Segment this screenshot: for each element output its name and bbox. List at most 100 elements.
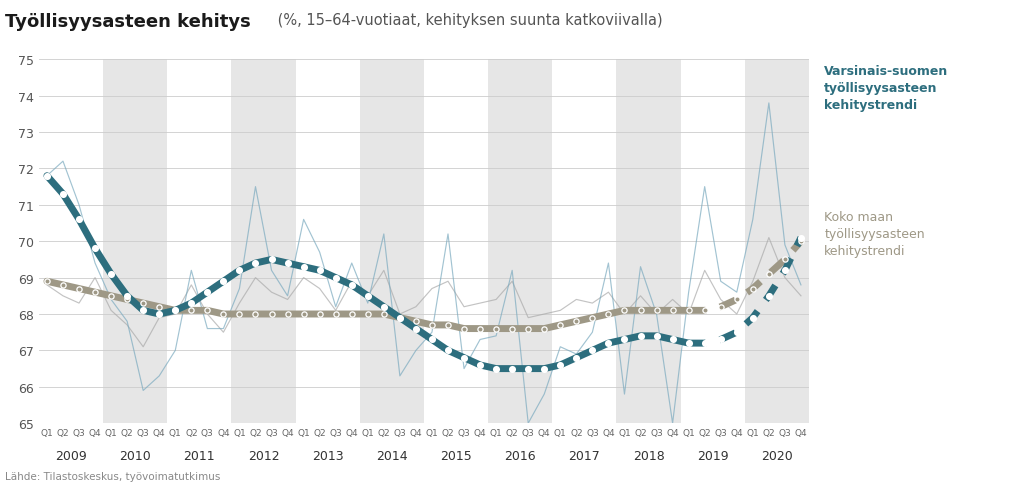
Point: [584, 347, 600, 355]
Text: 2018: 2018: [633, 449, 665, 462]
Point: [231, 267, 248, 275]
Point: [55, 282, 72, 290]
Point: [456, 354, 472, 362]
Point: [728, 296, 744, 304]
Point: [440, 321, 457, 329]
Point: [183, 307, 200, 315]
Point: [343, 311, 360, 319]
Point: [713, 303, 729, 311]
Point: [248, 311, 264, 319]
Point: [199, 289, 215, 297]
Point: [295, 311, 311, 319]
Point: [728, 296, 744, 304]
Point: [328, 311, 344, 319]
Point: [87, 289, 103, 297]
Point: [343, 282, 360, 290]
Point: [183, 307, 200, 315]
Point: [231, 311, 248, 319]
Point: [199, 307, 215, 315]
Point: [776, 267, 793, 275]
Point: [440, 321, 457, 329]
Point: [665, 336, 681, 344]
Point: [152, 311, 168, 319]
Point: [680, 340, 696, 348]
Point: [424, 336, 440, 344]
Point: [504, 325, 520, 333]
Point: [311, 311, 328, 319]
Point: [632, 307, 649, 315]
Point: [183, 300, 200, 308]
Point: [102, 292, 119, 300]
Point: [487, 325, 504, 333]
Point: [215, 311, 231, 319]
Point: [632, 307, 649, 315]
Point: [391, 314, 408, 322]
Point: [728, 329, 744, 337]
Point: [71, 285, 87, 293]
Point: [744, 285, 761, 293]
Bar: [488, 60, 552, 423]
Point: [102, 292, 119, 300]
Point: [456, 325, 472, 333]
Point: [215, 311, 231, 319]
Point: [248, 260, 264, 268]
Point: [648, 307, 665, 315]
Point: [616, 307, 633, 315]
Point: [696, 307, 713, 315]
Point: [552, 321, 568, 329]
Point: [713, 303, 729, 311]
Point: [408, 318, 424, 326]
Point: [665, 307, 681, 315]
Point: [744, 314, 761, 322]
Point: [793, 238, 809, 246]
Point: [167, 307, 183, 315]
Point: [456, 325, 472, 333]
Point: [665, 307, 681, 315]
Point: [648, 307, 665, 315]
Point: [167, 307, 183, 315]
Point: [280, 260, 296, 268]
Point: [263, 311, 280, 319]
Point: [408, 325, 424, 333]
Text: 2013: 2013: [312, 449, 343, 462]
Point: [215, 278, 231, 286]
Point: [359, 311, 376, 319]
Point: [311, 267, 328, 275]
Point: [295, 311, 311, 319]
Point: [199, 307, 215, 315]
Text: 2015: 2015: [440, 449, 472, 462]
Text: Varsinais-suomen
työllisyysasteen
kehitystrendi: Varsinais-suomen työllisyysasteen kehity…: [824, 65, 948, 112]
Point: [584, 314, 600, 322]
Point: [568, 318, 585, 326]
Text: Koko maan
työllisyysasteen
kehitystrendi: Koko maan työllisyysasteen kehitystrendi: [824, 210, 925, 258]
Point: [761, 271, 777, 279]
Point: [680, 307, 696, 315]
Point: [263, 256, 280, 264]
Point: [135, 300, 152, 308]
Point: [600, 311, 616, 319]
Point: [135, 307, 152, 315]
Point: [152, 303, 168, 311]
Text: 2009: 2009: [55, 449, 87, 462]
Point: [39, 278, 55, 286]
Point: [39, 172, 55, 180]
Point: [537, 325, 553, 333]
Point: [263, 311, 280, 319]
Point: [71, 285, 87, 293]
Point: [552, 361, 568, 369]
Bar: [744, 60, 809, 423]
Text: 2014: 2014: [376, 449, 408, 462]
Point: [472, 325, 488, 333]
Point: [328, 311, 344, 319]
Bar: [359, 60, 424, 423]
Point: [520, 365, 537, 373]
Point: [152, 303, 168, 311]
Point: [776, 256, 793, 264]
Point: [391, 314, 408, 322]
Point: [776, 256, 793, 264]
Point: [537, 365, 553, 373]
Point: [440, 347, 457, 355]
Point: [504, 365, 520, 373]
Point: [424, 321, 440, 329]
Point: [328, 274, 344, 282]
